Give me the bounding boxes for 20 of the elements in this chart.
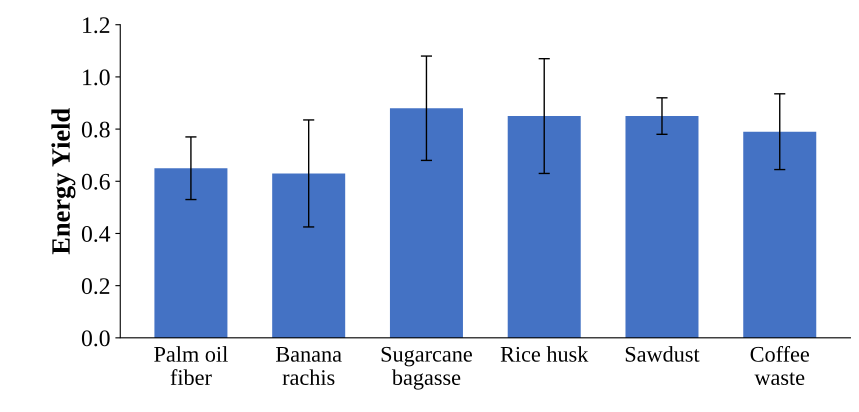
bar <box>272 173 346 338</box>
bar <box>390 108 463 338</box>
y-tick-label: 0.0 <box>82 330 110 346</box>
bar <box>508 116 581 338</box>
y-tick-label: 0.2 <box>82 278 110 294</box>
x-tick-label: Sugarcane bagasse <box>382 346 472 390</box>
bar <box>154 168 228 338</box>
y-tick-label: 0.4 <box>82 226 110 242</box>
x-tick-label: Sawdust <box>626 346 700 362</box>
y-tick-label: 1.2 <box>83 17 110 34</box>
bar <box>743 132 816 338</box>
y-tick-label: 0.8 <box>82 122 110 138</box>
y-tick-label: 1.0 <box>83 69 110 86</box>
x-tick-label: Banana rachis <box>276 347 342 386</box>
bar <box>625 116 698 338</box>
x-tick-label: Coffee waste <box>750 346 810 386</box>
x-tick-label: Palm oil fiber <box>154 346 228 386</box>
y-tick-label: 0.6 <box>82 174 110 190</box>
y-axis-title: Energy Yield <box>51 108 76 254</box>
x-tick-label: Rice husk <box>500 346 588 362</box>
